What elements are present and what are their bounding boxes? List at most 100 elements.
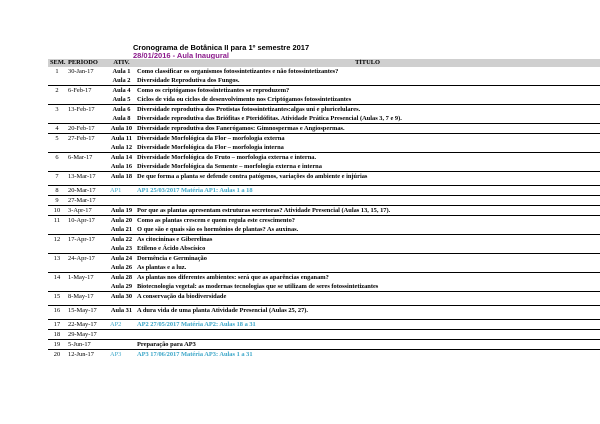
periodo-cell: 15-May-17 [66, 305, 108, 315]
table-row: Aula 29 Biotecnologia vegetal: as moderna… [48, 282, 600, 292]
sem-cell: 14 [48, 272, 66, 282]
periodo-cell: 13-Feb-17 [66, 104, 108, 114]
document-subtitle: 28/01/2016 - Aula Inaugural [133, 51, 230, 60]
periodo-cell: 6-Feb-17 [66, 85, 108, 95]
sem-cell: 16 [48, 305, 66, 315]
sem-cell [48, 244, 66, 254]
titulo-cell [135, 329, 600, 340]
periodo-cell [66, 95, 108, 105]
table-row: Aula 16 Diversidade Morfológica da Sement… [48, 162, 600, 172]
table-row: 2 6-Feb-17 Aula 4 Como os criptógamos fotos… [48, 85, 600, 95]
titulo-cell: Como classificar os organismos fotossint… [137, 68, 339, 75]
document-title: Cronograma de Botânica II para 1º semest… [133, 43, 310, 52]
ativ-cell: Aula 29 [110, 283, 133, 290]
titulo-cell: Diversidade Reprodutiva dos Fungos. [137, 77, 240, 84]
ativ-cell: Aula 28 [108, 272, 135, 282]
periodo-cell: 30-Jan-17 [68, 68, 94, 75]
periodo-cell [66, 114, 108, 124]
periodo-cell: 13-Mar-17 [66, 171, 108, 181]
titulo-cell: Dormência e Germinação [135, 253, 600, 263]
table-row: Aula 8 Diversidade reprodutiva das Briófi… [48, 114, 600, 124]
ativ-cell: Aula 31 [108, 305, 135, 315]
titulo-cell: A dura vida de uma planta Atividade Pres… [135, 305, 600, 315]
table-row: 8 20-Mar-17 AP1 AP1 25/03/2017 Matéria AP1:… [48, 185, 600, 196]
header-titulo: TÍTULO [135, 59, 600, 67]
ativ-cell: Aula 16 [110, 163, 133, 170]
ativ-cell: Aula 26 [110, 264, 133, 271]
titulo-cell: Diversidade Morfológica do Fruto – morfo… [135, 152, 600, 162]
titulo-cell: As plantas e a luz. [137, 264, 187, 271]
sem-cell: 2 [48, 85, 66, 95]
sem-cell: 7 [48, 171, 66, 181]
ativ-cell: Aula 6 [108, 104, 135, 114]
table-row: Aula 21 O que são e quais são os hormônio… [48, 225, 600, 235]
table-row: 16 15-May-17 Aula 31 A dura vida de uma pla… [48, 305, 600, 315]
ativ-cell: Aula 12 [110, 144, 133, 151]
titulo-cell: Diversidade reprodutiva dos Protistas fo… [135, 104, 600, 114]
table-row: 20 12-Jun-17 AP3 AP3 17/06/2017 Matéria AP3… [48, 349, 600, 359]
ativ-cell: Aula 20 [108, 215, 135, 225]
sem-cell: 20 [48, 349, 66, 359]
table-row: 4 20-Feb-17 Aula 10 Diversidade reprodutiva… [48, 123, 600, 134]
header-periodo: PERÍODO [66, 59, 108, 67]
sem-cell [48, 95, 66, 105]
periodo-cell: 20-Feb-17 [66, 123, 108, 134]
ativ-cell: Aula 1 [112, 68, 131, 75]
periodo-cell: 20-Mar-17 [66, 185, 108, 196]
table-row: 17 22-May-17 AP2 AP2 27/05/2017 Matéria AP2… [48, 319, 600, 330]
table-row: Aula 12 Diversidade Morfológica da Flor –… [48, 143, 600, 153]
sem-cell: 19 [48, 339, 66, 350]
ativ-cell: Aula 8 [112, 115, 131, 122]
periodo-cell [66, 282, 108, 292]
titulo-cell: Diversidade Morfológica da Flor – morfol… [135, 133, 600, 143]
ativ-cell [108, 195, 135, 206]
ativ-cell: Aula 23 [110, 245, 133, 252]
table-row: 6 6-Mar-17 Aula 14 Diversidade Morfológica … [48, 152, 600, 162]
titulo-cell: Diversidade Morfológica da Flor – morfol… [137, 144, 284, 151]
sem-cell [48, 76, 66, 86]
sem-cell: 4 [48, 123, 66, 134]
titulo-cell: AP2 27/05/2017 Matéria AP2: Aulas 18 a 3… [135, 319, 600, 330]
table-row: 7 13-Mar-17 Aula 18 De que forma a planta s… [48, 171, 600, 181]
titulo-cell: Etileno e Ácido Abscísico [137, 245, 206, 252]
ativ-cell: Aula 24 [108, 253, 135, 263]
titulo-cell: Como os criptógamos fotossintetizantes s… [135, 85, 600, 95]
ativ-cell: Aula 5 [112, 96, 131, 103]
periodo-cell: 27-Mar-17 [66, 195, 108, 206]
ativ-cell: AP2 [108, 319, 135, 330]
table-row: Aula 26 As plantas e a luz. [48, 263, 600, 273]
sem-cell: 9 [48, 195, 66, 206]
periodo-cell [66, 76, 108, 86]
ativ-cell: Aula 14 [108, 152, 135, 162]
sem-cell: 12 [48, 234, 66, 244]
sem-cell: 6 [48, 152, 66, 162]
titulo-cell: Por que as plantas apresentam estruturas… [135, 205, 600, 216]
header-sem: SEM. [48, 59, 66, 67]
titulo-cell: Diversidade reprodutiva das Briófitas e … [137, 115, 402, 122]
titulo-cell: Como as plantas crescem e quem regula es… [135, 215, 600, 225]
sem-cell: 10 [48, 205, 66, 216]
periodo-cell: 6-Mar-17 [66, 152, 108, 162]
titulo-cell: Biotecnologia vegetal: as modernas tecno… [137, 283, 379, 290]
sem-cell: 17 [48, 319, 66, 330]
table-row: 5 27-Feb-17 Aula 11 Diversidade Morfológica… [48, 133, 600, 143]
ativ-cell: Aula 2 [112, 77, 131, 84]
periodo-cell [66, 263, 108, 273]
periodo-cell: 10-Apr-17 [66, 215, 108, 225]
periodo-cell [66, 143, 108, 153]
ativ-cell: Aula 11 [108, 133, 135, 143]
sem-cell: 8 [48, 185, 66, 196]
titulo-cell: O que são e quais são os hormônios de pl… [137, 226, 299, 233]
table-row: 11 10-Apr-17 Aula 20 Como as plantas cresce… [48, 215, 600, 225]
ativ-cell: Aula 21 [110, 226, 133, 233]
table-body: 1 30-Jan-17 Aula 1 Como classificar os orga… [48, 67, 600, 359]
ativ-cell: Aula 18 [108, 171, 135, 181]
table-row: 9 27-Mar-17 [48, 195, 600, 206]
ativ-cell: AP3 [108, 349, 135, 359]
ativ-cell: Aula 19 [108, 205, 135, 216]
titulo-cell: AP3 17/06/2017 Matéria AP3: Aulas 1 a 31 [135, 349, 600, 359]
titulo-cell: As citocininas e Giberelinas [135, 234, 600, 244]
ativ-cell: Aula 4 [108, 85, 135, 95]
sem-cell: 18 [48, 329, 66, 340]
periodo-cell: 8-May-17 [66, 291, 108, 301]
